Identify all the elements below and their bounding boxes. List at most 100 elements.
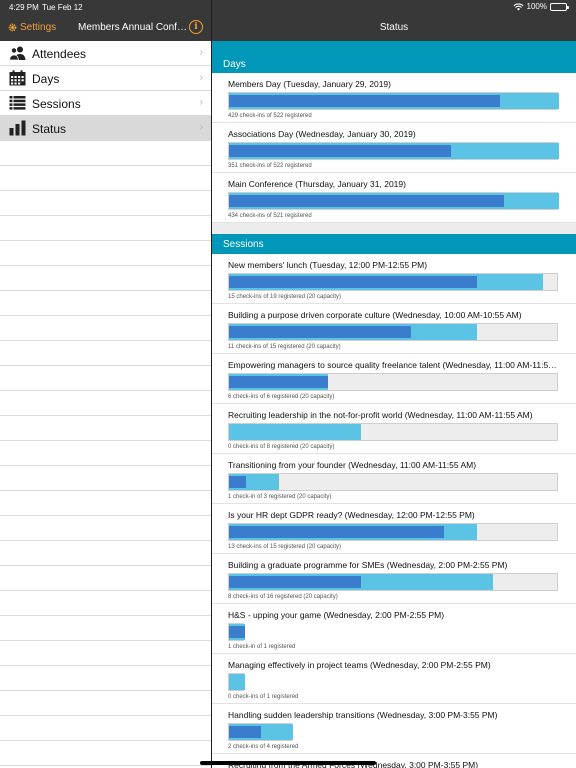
sessions-list: New members' lunch (Tuesday, 12:00 PM-12… [212,254,576,768]
sidebar-item-label: Status [32,122,67,136]
sidebar-item-label: Attendees [32,47,87,61]
checked-in-bar [229,145,451,157]
status-row: Recruiting leadership in the not-for-pro… [212,404,576,454]
row-title: Managing effectively in project teams (W… [228,660,491,670]
progress-track [228,92,559,110]
row-title: Recruiting leadership in the not-for-pro… [228,410,533,420]
progress-track [228,273,558,291]
progress-track [228,142,559,160]
status-row: Is your HR dept GDPR ready? (Wednesday, … [212,504,576,554]
row-subtitle: 13 check-ins of 15 registered (20 capaci… [228,544,342,550]
row-title: Handling sudden leadership transitions (… [228,710,498,720]
status-time: 4:29 PM [9,3,39,12]
row-title: Is your HR dept GDPR ready? (Wednesday, … [228,510,475,520]
registered-bar [229,674,245,690]
checked-in-bar [229,576,361,588]
chevron-right-icon: › [199,122,203,133]
checked-in-bar [229,726,261,738]
battery-icon [550,2,569,11]
row-subtitle: 15 check-ins of 19 registered (20 capaci… [228,294,342,300]
row-subtitle: 8 check-ins of 16 registered (20 capacit… [228,594,338,600]
status-row: Transitioning from your founder (Wednesd… [212,454,576,504]
row-title: H&S - upping your game (Wednesday, 2:00 … [228,610,445,620]
checked-in-bar [229,95,501,107]
status-row: Managing effectively in project teams (W… [212,654,576,704]
chevron-right-icon: › [199,97,203,108]
progress-track [228,473,558,491]
row-subtitle: 1 check-in of 3 registered (20 capacity) [228,494,332,500]
progress-track [228,673,245,691]
row-title: Associations Day (Wednesday, January 30,… [228,129,416,139]
row-subtitle: 0 check-ins of 1 registered [228,694,299,700]
page-title: Status [379,22,409,33]
registered-bar [229,424,361,440]
checked-in-bar [229,476,246,488]
battery-percent: 100% [526,2,547,11]
row-title: Empowering managers to source quality fr… [228,360,557,370]
row-title: Members Day (Tuesday, January 29, 2019) [228,79,391,89]
progress-track [228,192,559,210]
row-subtitle: 351 check-ins of 522 registered [228,163,312,169]
days-section-header: Days [212,41,576,73]
checked-in-bar [229,526,444,538]
split-divider [211,0,212,768]
row-subtitle: 0 check-ins of 8 registered (20 capacity… [228,444,335,450]
home-indicator [200,761,376,765]
progress-track [228,423,558,441]
status-row: Building a graduate programme for SMEs (… [212,554,576,604]
row-title: Transitioning from your founder (Wednesd… [228,460,477,470]
row-subtitle: 11 check-ins of 15 registered (20 capaci… [228,344,341,350]
progress-track [228,623,245,641]
gear-icon [8,23,17,32]
row-title: New members' lunch (Tuesday, 12:00 PM-12… [228,260,428,270]
status-date: Tue Feb 12 [42,3,83,12]
status-row: Associations Day (Wednesday, January 30,… [212,123,576,173]
sidebar-item-label: Days [32,72,60,86]
sidebar-item-attendees[interactable]: Attendees › [0,41,211,66]
wifi-icon [513,2,524,11]
sidebar-item-status[interactable]: Status › [0,116,211,141]
status-row: Empowering managers to source quality fr… [212,354,576,404]
row-title: Building a graduate programme for SMEs (… [228,560,508,570]
event-title: Members Annual Conf… [78,22,186,33]
status-row: Handling sudden leadership transitions (… [212,704,576,754]
row-subtitle: 434 check-ins of 521 registered [228,213,312,219]
section-gap [212,223,576,234]
sidebar-header: Settings Members Annual Conf… i [0,14,211,41]
settings-label: Settings [20,22,57,33]
settings-button[interactable]: Settings [8,22,56,33]
sidebar-item-label: Sessions [32,97,81,111]
status-row: H&S - upping your game (Wednesday, 2:00 … [212,604,576,654]
list-icon [9,96,26,110]
progress-track [228,723,293,741]
checked-in-bar [229,326,411,338]
status-row: New members' lunch (Tuesday, 12:00 PM-12… [212,254,576,304]
status-right-cluster: 100% [513,2,569,11]
row-subtitle: 429 check-ins of 522 registered [228,113,312,119]
progress-track [228,323,558,341]
calendar-icon [9,70,26,86]
progress-track [228,373,558,391]
checked-in-bar [229,195,504,207]
info-button[interactable]: i [189,20,203,34]
status-bar: 4:29 PM Tue Feb 12 100% [0,0,576,14]
row-subtitle: 2 check-ins of 4 registered [228,744,299,750]
bar-chart-icon [9,120,26,136]
sidebar: Attendees › Days › [0,41,211,768]
progress-track [228,523,558,541]
checked-in-bar [229,626,245,638]
status-row: Main Conference (Thursday, January 31, 2… [212,173,576,223]
row-title: Main Conference (Thursday, January 31, 2… [228,179,406,189]
status-content[interactable]: Days Members Day (Tuesday, January 29, 2… [212,41,576,768]
checked-in-bar [229,276,477,288]
top-bar-background [0,0,576,41]
row-subtitle: 1 check-in of 1 registered [228,644,296,650]
people-icon [9,46,26,61]
row-title: Building a purpose driven corporate cult… [228,310,522,320]
sidebar-item-days[interactable]: Days › [0,66,211,91]
chevron-right-icon: › [199,72,203,83]
sidebar-item-sessions[interactable]: Sessions › [0,91,211,116]
checked-in-bar [229,376,328,388]
chevron-right-icon: › [199,47,203,58]
